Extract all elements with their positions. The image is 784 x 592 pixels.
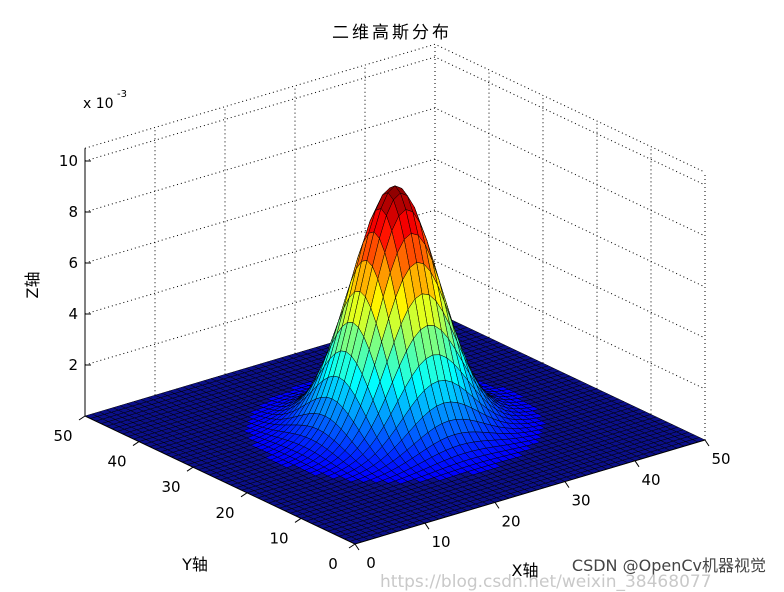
y-tick (294, 517, 302, 523)
grid-line (84, 107, 706, 237)
x-tick-label: 20 (501, 512, 520, 530)
grid-line (84, 209, 706, 339)
x-tick (634, 460, 640, 468)
z-tick-label: 4 (68, 305, 78, 323)
y-tick (132, 441, 140, 447)
grid-line (84, 158, 706, 288)
y-axis-line (84, 415, 356, 545)
y-tick-label: 0 (328, 555, 338, 573)
y-tick (186, 466, 194, 472)
x-tick (564, 481, 570, 488)
x-tick-label: 0 (366, 554, 376, 572)
y-tick-label: 20 (215, 504, 234, 522)
y-tick-label: 10 (269, 529, 288, 547)
grid-line (84, 260, 706, 390)
x-tick-label: 10 (431, 533, 450, 551)
x-axis-line (354, 439, 706, 545)
x-tick (424, 522, 430, 530)
chart-title: 二维高斯分布 (332, 23, 452, 43)
y-tick (240, 492, 248, 498)
z-exponent-label: x 10 (83, 96, 114, 112)
y-tick-label: 50 (53, 427, 72, 445)
x-tick (704, 439, 710, 447)
watermark-text: CSDN @OpenCv机器视觉 (571, 556, 766, 575)
grid-line (84, 56, 706, 186)
z-tick-label: 8 (68, 203, 78, 221)
x-tick-label: 50 (711, 450, 730, 468)
y-tick-label: 30 (161, 478, 180, 496)
z-tick-label: 10 (59, 152, 78, 170)
z-axis-label: Z轴 (23, 272, 42, 299)
y-tick-label: 40 (107, 453, 126, 471)
grid-line (84, 43, 706, 173)
x-tick (354, 543, 360, 551)
y-tick (78, 415, 86, 421)
x-tick-label: 30 (571, 492, 590, 510)
x-tick (494, 502, 500, 509)
x-axis-label: X轴 (512, 561, 539, 580)
z-exponent-power: -3 (117, 89, 127, 100)
y-tick (348, 543, 356, 549)
x-tick-label: 40 (641, 471, 660, 489)
z-tick-label: 6 (68, 254, 78, 272)
z-tick-label: 2 (68, 356, 78, 374)
y-axis-label: Y轴 (181, 555, 208, 574)
surface-mesh (84, 185, 706, 545)
